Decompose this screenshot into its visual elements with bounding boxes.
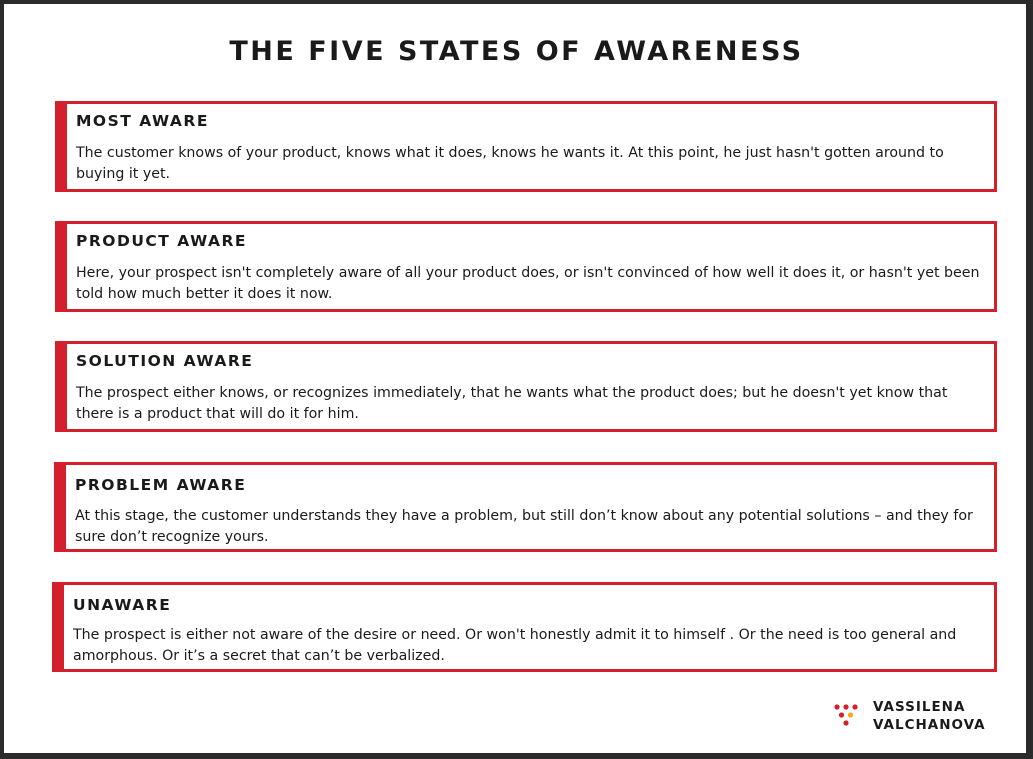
brand-name: VASSILENA VALCHANOVA [873, 698, 986, 734]
state-heading: UNAWARE [73, 596, 172, 614]
state-description: Here, your prospect isn't completely awa… [76, 265, 980, 302]
page-title: THE FIVE STATES OF AWARENESS [229, 36, 804, 67]
state-card-most-aware: MOST AWARE The customer knows of your pr… [55, 101, 997, 192]
state-description: The customer knows of your product, know… [76, 145, 944, 182]
state-heading: MOST AWARE [76, 112, 209, 130]
state-heading: PROBLEM AWARE [75, 476, 247, 494]
state-heading: SOLUTION AWARE [76, 352, 254, 370]
dots-logo-icon [834, 704, 858, 726]
state-description: At this stage, the customer understands … [75, 508, 973, 545]
state-description: The prospect is either not aware of the … [73, 627, 957, 664]
brand-logo: VASSILENA VALCHANOVA [833, 698, 1013, 738]
brand-name-line2: VALCHANOVA [873, 717, 986, 733]
state-heading: PRODUCT AWARE [76, 232, 247, 250]
state-description: The prospect either knows, or recognizes… [76, 385, 948, 422]
state-card-problem-aware: PROBLEM AWARE At this stage, the custome… [54, 462, 997, 552]
state-card-product-aware: PRODUCT AWARE Here, your prospect isn't … [55, 221, 997, 312]
brand-name-line1: VASSILENA [873, 699, 966, 715]
state-card-unaware: UNAWARE The prospect is either not aware… [52, 582, 997, 672]
state-card-solution-aware: SOLUTION AWARE The prospect either knows… [55, 341, 997, 432]
